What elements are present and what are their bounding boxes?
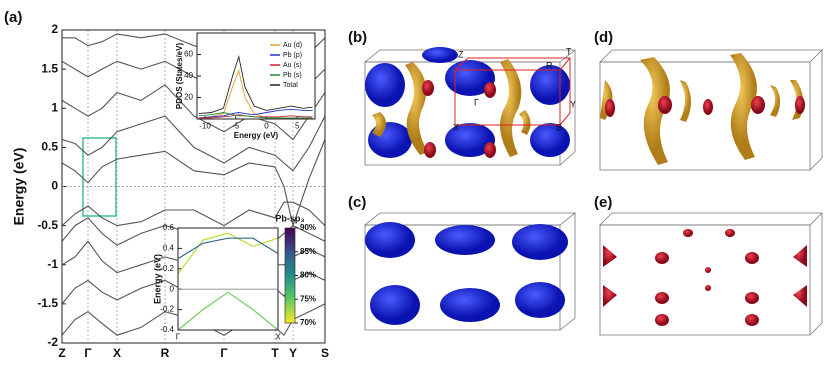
- symmetry-point-label: Z: [458, 49, 464, 59]
- y-tick-label: -1: [47, 257, 58, 271]
- panel-label: (d): [594, 29, 613, 46]
- colorbar-tick-label: 90%: [300, 223, 316, 232]
- data-line: [177, 237, 279, 260]
- x-tick-label: 5: [295, 121, 300, 130]
- zoom-box: [82, 137, 117, 217]
- data-line: [61, 84, 326, 141]
- y-tick-label: 1: [51, 100, 58, 114]
- y-tick-label: 1.5: [41, 61, 58, 75]
- plot-frame: [196, 32, 316, 120]
- gold-blobs: [372, 59, 531, 157]
- y-axis-label: PDOS (States/eV): [175, 43, 184, 110]
- x-tick-label: S: [321, 346, 329, 360]
- y-tick-label: 0: [170, 284, 175, 293]
- legend-label: Au (s): [283, 62, 302, 69]
- y-tick-label: 40: [184, 71, 193, 80]
- x-tick-label: Z: [58, 346, 65, 360]
- colorbar: [284, 227, 296, 324]
- data-line: [61, 115, 326, 172]
- y-tick-label: -0.2: [160, 305, 174, 314]
- panel-label: (e): [594, 194, 612, 211]
- legend-label: Pb (s): [283, 72, 302, 79]
- x-tick-label: Γ: [176, 332, 181, 341]
- x-tick-label: Y: [289, 346, 297, 360]
- panel-label: (b): [348, 29, 367, 46]
- y-tick-label: 2: [51, 22, 58, 36]
- panel-label: (a): [4, 9, 22, 26]
- plot-frame: [61, 29, 326, 344]
- blue-blobs: [365, 47, 570, 158]
- y-tick-label: 0: [51, 179, 58, 193]
- x-tick-label: Γ: [220, 346, 228, 360]
- data-line: [61, 201, 326, 227]
- legend-label: Total: [283, 82, 298, 89]
- colorbar-tick-label: 75%: [300, 294, 316, 303]
- y-tick-label: 0.2: [163, 264, 175, 273]
- data-line: [198, 112, 313, 119]
- y-tick-label: 0.4: [163, 244, 175, 253]
- symmetry-point-label: T: [566, 46, 572, 56]
- x-axis-label: Energy (eV): [234, 131, 279, 140]
- plot-frame: [177, 227, 279, 331]
- x-tick-label: R: [161, 346, 170, 360]
- symmetry-point-label: Γ: [474, 97, 479, 107]
- data-line: [61, 139, 326, 228]
- y-tick-label: -1.5: [37, 296, 58, 310]
- x-tick-label: Γ: [84, 346, 92, 360]
- y-tick-label: -0.5: [37, 218, 58, 232]
- y-axis-label: Energy (eV): [11, 148, 27, 226]
- panel-label: (c): [348, 194, 366, 211]
- colorbar-tick-label: 70%: [300, 318, 316, 327]
- colorbar-label: Pb-sp₃: [275, 213, 304, 223]
- x-tick-label: T: [271, 346, 279, 360]
- isosurface-panels: [363, 47, 823, 336]
- data-line: [177, 291, 279, 331]
- x-tick-label: X: [275, 332, 281, 341]
- symmetry-point-label: R: [546, 60, 553, 70]
- symmetry-point-label: X: [453, 122, 459, 132]
- symmetry-point-label: Y: [570, 99, 576, 109]
- x-tick-label: X: [113, 346, 121, 360]
- colorbar-tick-label: 85%: [300, 247, 316, 256]
- plot-background: [178, 228, 278, 330]
- plot-background: [197, 33, 315, 119]
- y-tick-label: -0.4: [160, 325, 174, 334]
- y-tick-label: -2: [47, 335, 58, 349]
- legend-label: Pb (p): [283, 52, 302, 59]
- x-tick-label: 0: [264, 121, 269, 130]
- data-line: [198, 108, 313, 119]
- legend-label: Au (d): [283, 42, 302, 49]
- colorbar-tick-label: 80%: [300, 271, 316, 280]
- y-tick-label: 0.5: [41, 140, 58, 154]
- data-line: [198, 54, 313, 115]
- y-axis-label: Energy (eV): [152, 254, 162, 304]
- y-tick-label: 20: [184, 93, 193, 102]
- x-tick-label: -5: [232, 121, 240, 130]
- symmetry-point-label: S: [556, 122, 562, 132]
- x-tick-label: -10: [199, 121, 211, 130]
- y-tick-label: 60: [184, 50, 193, 59]
- y-tick-label: 0.6: [163, 223, 175, 232]
